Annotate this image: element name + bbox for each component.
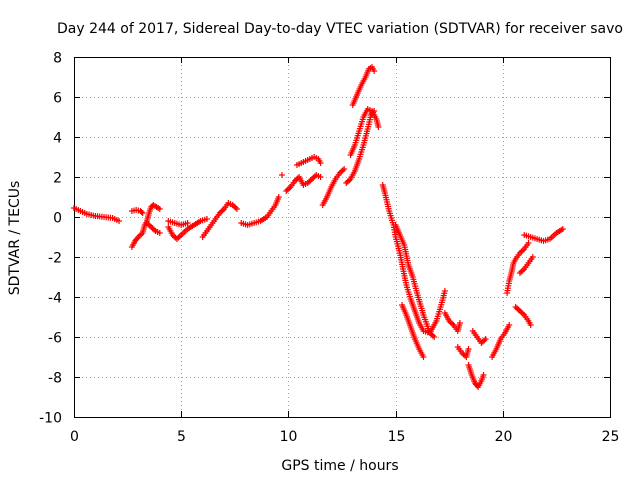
data-point [482,336,489,342]
x-tick-label: 15 [388,429,406,445]
data-point [431,334,438,340]
y-tick-label: 4 [53,131,62,147]
x-tick-label: 20 [495,429,513,445]
data-point [456,320,463,326]
x-tick-label: 25 [602,429,620,445]
y-tick-labels: -10 -8 -6 -4 -2 0 2 4 6 8 [39,51,62,427]
data-point [527,322,534,328]
data-point [465,346,472,352]
plot-frame [74,57,611,418]
data-points [71,64,566,390]
data-point [317,160,324,166]
data-point [529,254,536,260]
y-tick-label: 6 [53,91,62,107]
data-point [184,220,191,226]
x-axis-label: GPS time / hours [281,458,398,474]
data-point [139,210,146,216]
data-point [116,218,123,224]
axis-ticks [74,57,611,418]
x-tick-label: 10 [280,429,298,445]
data-point [371,68,378,74]
y-tick-label: 2 [53,171,62,187]
data-point [203,216,210,222]
data-point [278,172,285,178]
x-tick-labels: 0 5 10 15 20 25 [70,429,619,445]
chart-title: Day 244 of 2017, Sidereal Day-to-day VTE… [57,21,623,37]
data-point [525,240,532,246]
y-tick-label: -6 [48,331,62,347]
y-tick-label: 0 [53,211,62,227]
data-point [341,166,348,172]
data-point [441,288,448,294]
data-point [375,124,382,130]
x-tick-label: 5 [177,429,186,445]
data-point [317,174,324,180]
y-tick-label: -4 [48,291,62,307]
data-point [420,354,427,360]
data-point [156,206,163,212]
data-point [233,206,240,212]
y-tick-label: -8 [48,371,62,387]
data-point [138,209,145,215]
y-axis-label: SDTVAR / TECUs [7,181,23,296]
data-point [480,372,487,378]
data-point [506,322,513,328]
y-tick-label: -10 [39,411,62,427]
data-point [275,194,282,200]
y-tick-label: 8 [53,51,62,67]
data-point [559,226,566,232]
data-point [156,230,163,236]
y-tick-label: -2 [48,251,62,267]
x-tick-label: 0 [70,429,79,445]
